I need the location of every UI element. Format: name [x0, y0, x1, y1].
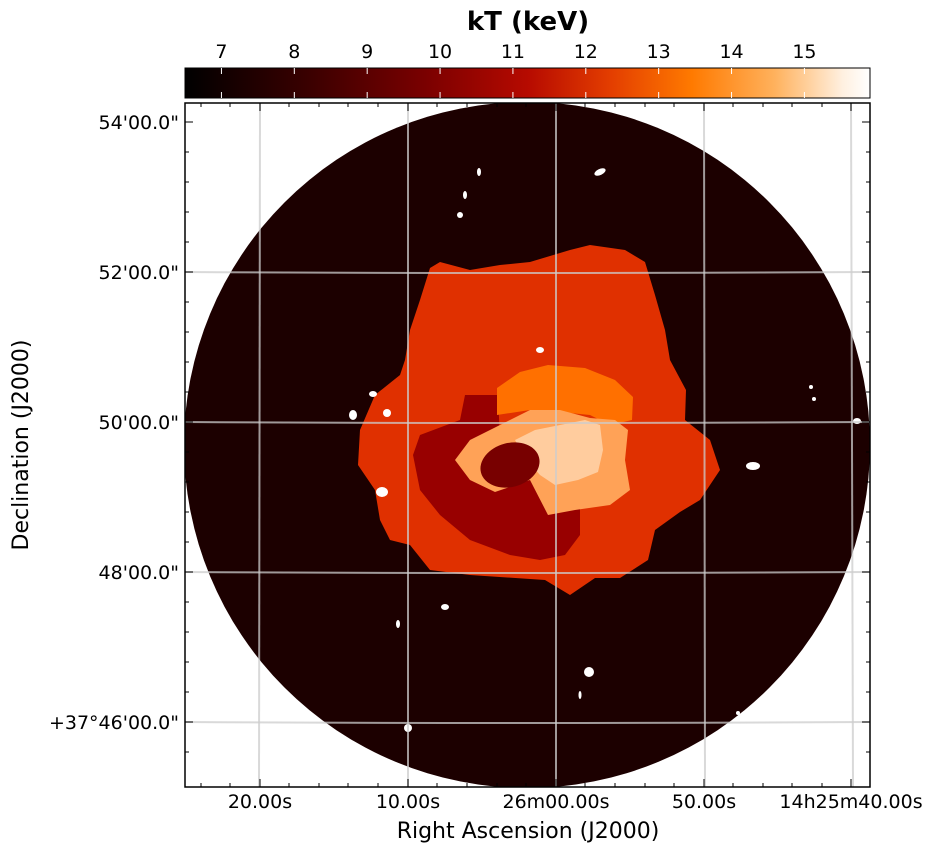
central-hole-region — [480, 442, 540, 488]
colorbar-tick-label: 14 — [719, 41, 743, 63]
map-frame — [184, 102, 871, 788]
x-axis-label: Right Ascension (J2000) — [397, 819, 660, 844]
colorbar-tick-label: 8 — [288, 41, 300, 63]
colorbar-tick-label: 12 — [574, 41, 598, 63]
y-tick-label: 52'00.0" — [99, 262, 179, 284]
temperature-map — [185, 103, 870, 787]
colorbar-title: kT (keV) — [467, 7, 589, 37]
y-tick-labels: 54'00.0" 52'00.0" 50'00.0" 48'00.0" +37°… — [49, 112, 179, 734]
colorbar-ticks: 7 8 9 10 11 12 13 14 15 — [215, 41, 817, 98]
y-tick-label: 50'00.0" — [99, 412, 179, 434]
axis-ticks — [185, 103, 870, 787]
colorbar-tick-label: 13 — [647, 41, 671, 63]
colorbar-tick-label: 7 — [215, 41, 227, 63]
point-sources — [349, 168, 861, 732]
colorbar-tick-label: 9 — [361, 41, 373, 63]
colorbar-tick-label: 11 — [501, 41, 525, 63]
y-tick-label: 48'00.0" — [99, 562, 179, 584]
y-tick-label: +37°46'00.0" — [49, 712, 179, 734]
colorbar — [184, 67, 871, 99]
x-tick-label: 26m00.00s — [503, 791, 610, 813]
y-tick-label: 54'00.0" — [99, 112, 179, 134]
colorbar-tick-label: 10 — [428, 41, 452, 63]
x-tick-labels: 20.00s 10.00s 26m00.00s 50.00s 14h25m40.… — [228, 791, 923, 813]
x-tick-label: 20.00s — [228, 791, 292, 813]
x-tick-label: 10.00s — [376, 791, 440, 813]
y-axis-label: Declination (J2000) — [9, 340, 34, 551]
x-tick-label: 14h25m40.00s — [779, 791, 922, 813]
x-tick-label: 50.00s — [672, 791, 736, 813]
colorbar-tick-label: 15 — [792, 41, 816, 63]
coordinate-grid — [185, 103, 870, 787]
